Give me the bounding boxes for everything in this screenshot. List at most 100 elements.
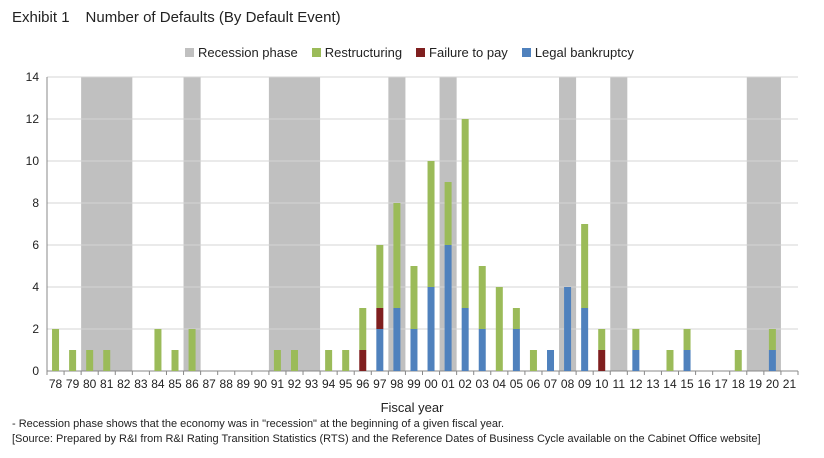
- x-tick-label: 88: [220, 377, 234, 391]
- bar-restructuring-92: [290, 350, 298, 371]
- x-tick-label: 09: [578, 377, 592, 391]
- x-tick-label: 19: [749, 377, 763, 391]
- chart-legend: Recession phase Restructuring Failure to…: [185, 43, 648, 61]
- bar-restructuring-81: [103, 350, 111, 371]
- x-tick-label: 20: [766, 377, 780, 391]
- bar-restructuring-80: [86, 350, 94, 371]
- x-tick-label: 13: [646, 377, 660, 391]
- y-tick-label: 10: [26, 154, 40, 168]
- y-tick-label: 12: [26, 112, 40, 126]
- bar-restructuring-01: [444, 182, 452, 245]
- bar-restructuring-86: [188, 329, 196, 371]
- x-tick-label: 04: [493, 377, 507, 391]
- x-tick-label: 82: [117, 377, 131, 391]
- x-tick-label: 17: [715, 377, 729, 391]
- bar-legal-bankruptcy-05: [512, 329, 520, 371]
- legend-swatch-legal-bankruptcy: [521, 47, 531, 57]
- bar-restructuring-95: [342, 350, 350, 371]
- bar-legal-bankruptcy-99: [410, 329, 418, 371]
- x-tick-label: 06: [527, 377, 541, 391]
- x-tick-label: 11: [613, 377, 626, 391]
- x-tick-label: 99: [407, 377, 421, 391]
- title-text: Number of Defaults (By Default Event): [85, 9, 341, 26]
- bar-legal-bankruptcy-20: [768, 350, 776, 371]
- bar-restructuring-14: [666, 350, 674, 371]
- x-tick-label: 94: [322, 377, 336, 391]
- y-tick-label: 6: [32, 238, 39, 252]
- y-tick-label: 2: [32, 322, 39, 336]
- recession-band-91: [268, 77, 321, 371]
- x-tick-label: 81: [100, 377, 114, 391]
- legend-label-legal-bankruptcy: Legal bankruptcy: [534, 44, 634, 60]
- x-tick-label: 16: [697, 377, 711, 391]
- x-tick-label: 92: [288, 377, 302, 391]
- x-tick-label: 87: [202, 377, 216, 391]
- bar-restructuring-09: [581, 224, 589, 308]
- x-tick-label: 01: [441, 377, 455, 391]
- legend-item-recession: Recession phase: [185, 45, 298, 60]
- bar-legal-bankruptcy-01: [444, 245, 452, 371]
- bar-failure-to-pay-96: [359, 350, 367, 371]
- bar-restructuring-20: [768, 329, 776, 350]
- x-tick-label: 05: [510, 377, 524, 391]
- bar-legal-bankruptcy-12: [632, 350, 640, 371]
- recession-band-19: [746, 77, 781, 371]
- x-tick-label: 91: [271, 377, 285, 391]
- bar-legal-bankruptcy-08: [564, 287, 572, 371]
- recession-band-11: [610, 77, 628, 371]
- y-tick-label: 14: [26, 70, 40, 84]
- x-tick-label: 97: [373, 377, 387, 391]
- legend-item-failure-to-pay: Failure to pay: [416, 45, 508, 60]
- y-tick-label: 8: [32, 196, 39, 210]
- x-tick-label: 85: [168, 377, 182, 391]
- legend-swatch-failure-to-pay: [416, 47, 426, 57]
- x-tick-label: 10: [595, 377, 609, 391]
- x-tick-label: 08: [561, 377, 575, 391]
- x-tick-label: 80: [83, 377, 97, 391]
- bar-restructuring-00: [427, 161, 435, 287]
- x-tick-label: 15: [680, 377, 694, 391]
- bar-restructuring-02: [461, 119, 469, 308]
- x-tick-label: 78: [49, 377, 63, 391]
- bar-restructuring-91: [273, 350, 281, 371]
- y-tick-label: 4: [32, 280, 39, 294]
- bar-restructuring-04: [495, 287, 503, 371]
- bar-legal-bankruptcy-98: [393, 308, 401, 371]
- x-tick-label: 84: [151, 377, 165, 391]
- recession-band-86: [183, 77, 201, 371]
- x-tick-label: 83: [134, 377, 148, 391]
- bar-restructuring-78: [52, 329, 60, 371]
- bar-restructuring-98: [393, 203, 401, 308]
- bar-restructuring-03: [478, 266, 486, 329]
- x-axis-title: Fiscal year: [380, 400, 444, 415]
- bar-restructuring-10: [598, 329, 606, 350]
- bar-restructuring-12: [632, 329, 640, 350]
- bar-restructuring-15: [683, 329, 691, 350]
- bar-legal-bankruptcy-00: [427, 287, 435, 371]
- recession-band-80: [81, 77, 133, 371]
- x-tick-label: 21: [783, 377, 797, 391]
- x-tick-label: 03: [476, 377, 490, 391]
- exhibit-label: Exhibit 1: [12, 9, 70, 26]
- x-tick-label: 07: [544, 377, 558, 391]
- legend-label-restructuring: Restructuring: [324, 44, 403, 60]
- legend-swatch-recession: [185, 47, 194, 57]
- bar-restructuring-79: [69, 350, 77, 371]
- chart-title: Exhibit 1 Number of Defaults (By Default …: [12, 9, 341, 26]
- x-tick-label: 98: [390, 377, 404, 391]
- bar-restructuring-96: [359, 308, 367, 350]
- x-tick-label: 96: [356, 377, 370, 391]
- bar-restructuring-84: [154, 329, 162, 371]
- bar-legal-bankruptcy-09: [581, 308, 589, 371]
- x-tick-label: 12: [629, 377, 643, 391]
- source-note: [Source: Prepared by R&I from R&I Rating…: [12, 433, 761, 445]
- bar-legal-bankruptcy-15: [683, 350, 691, 371]
- bar-restructuring-94: [325, 350, 333, 371]
- y-tick-label: 0: [32, 364, 39, 378]
- legend-item-restructuring: Restructuring: [311, 44, 403, 60]
- x-tick-label: 02: [458, 377, 472, 391]
- legend-label-failure-to-pay: Failure to pay: [429, 44, 508, 60]
- x-tick-label: 79: [66, 377, 80, 391]
- bar-restructuring-99: [410, 266, 418, 329]
